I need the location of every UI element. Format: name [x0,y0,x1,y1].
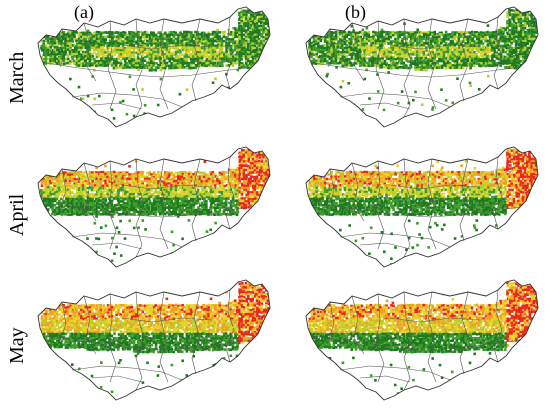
province-boundaries [313,16,521,118]
map-march-a [32,5,272,135]
map-april-a [32,145,272,275]
row-label-may: May [6,327,28,364]
country-outline [305,279,539,401]
province-boundaries [45,16,253,118]
country-outline [305,6,539,128]
column-label-b: (b) [345,2,366,22]
map-april-b [300,145,540,275]
province-boundaries [313,156,521,258]
row-label-april: April [6,193,28,236]
map-may-a [32,278,272,408]
map-svg [305,6,539,128]
map-svg [305,146,539,268]
map-march-b [300,5,540,135]
map-svg [37,279,271,401]
map-may-b [300,278,540,408]
country-outline [37,146,271,268]
vegetation-pixels [307,147,538,267]
province-boundaries [313,289,521,391]
map-svg [305,279,539,401]
row-label-march: March [6,51,28,104]
country-outline [37,279,271,401]
vegetation-pixels [38,147,270,267]
country-outline [305,146,539,268]
country-outline [37,6,271,128]
map-svg [37,146,271,268]
map-svg [37,6,271,128]
column-label-a: (a) [74,2,94,22]
province-boundaries [45,156,253,258]
province-boundaries [45,289,253,391]
